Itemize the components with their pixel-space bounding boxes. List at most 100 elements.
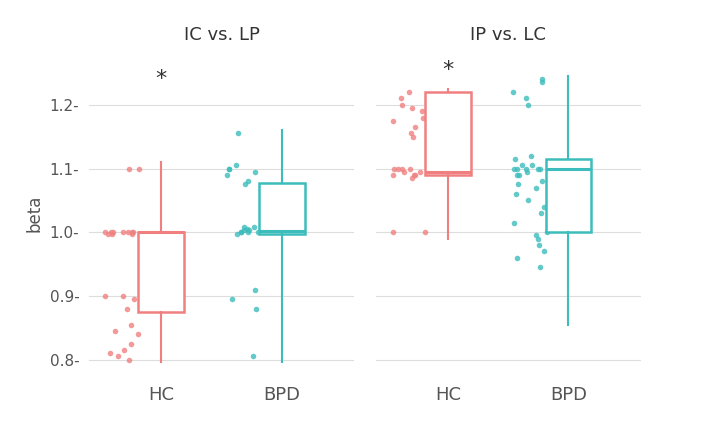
Point xyxy=(117,229,128,235)
Point xyxy=(242,229,253,235)
Point xyxy=(512,181,523,188)
Title: IP vs. LC: IP vs. LC xyxy=(470,25,546,43)
Point xyxy=(121,305,132,312)
Point xyxy=(387,117,399,124)
Point xyxy=(125,341,136,347)
Bar xyxy=(138,232,184,312)
Point xyxy=(538,203,550,210)
Point xyxy=(419,229,431,235)
Point xyxy=(132,331,144,338)
Point xyxy=(417,108,428,114)
Point xyxy=(409,124,421,130)
Point xyxy=(231,231,243,238)
Point xyxy=(249,286,261,293)
Point xyxy=(103,231,114,238)
Point xyxy=(107,229,118,235)
Point xyxy=(396,165,407,172)
Point xyxy=(517,162,528,169)
Point xyxy=(525,152,537,159)
Point xyxy=(511,171,523,178)
Point xyxy=(522,197,533,204)
Point xyxy=(521,168,533,175)
Point xyxy=(507,89,518,95)
Point xyxy=(249,168,261,175)
Point xyxy=(407,133,419,140)
Point xyxy=(99,292,110,299)
Text: *: * xyxy=(442,60,454,80)
Point xyxy=(127,229,138,235)
Point xyxy=(520,165,532,172)
Point xyxy=(399,168,410,175)
Point xyxy=(536,178,548,185)
Point xyxy=(224,165,235,172)
Point xyxy=(133,165,145,172)
Bar xyxy=(259,183,305,234)
Point xyxy=(238,227,249,234)
Point xyxy=(106,231,117,238)
Point xyxy=(239,181,251,188)
Point xyxy=(104,350,115,357)
Y-axis label: beta: beta xyxy=(26,195,44,232)
Point xyxy=(124,165,135,172)
Point xyxy=(126,229,137,235)
Point xyxy=(530,232,541,239)
Point xyxy=(508,219,520,226)
Point xyxy=(532,235,543,242)
Point xyxy=(125,321,137,328)
Point xyxy=(396,95,407,102)
Point xyxy=(511,191,522,197)
Point xyxy=(241,226,253,233)
Point xyxy=(226,296,238,303)
Point xyxy=(409,171,420,178)
Point xyxy=(535,210,546,216)
Point xyxy=(509,156,520,162)
Point xyxy=(417,114,429,121)
Point xyxy=(248,224,260,230)
Title: IC vs. LP: IC vs. LP xyxy=(184,25,260,43)
Point xyxy=(243,227,254,234)
Point xyxy=(414,168,425,175)
Point xyxy=(511,165,523,172)
Point xyxy=(123,356,135,363)
Point xyxy=(231,162,242,169)
Point xyxy=(119,347,130,354)
Point xyxy=(530,184,542,191)
Point xyxy=(535,165,546,172)
Point xyxy=(122,229,133,235)
Point xyxy=(253,229,264,235)
Point xyxy=(407,175,418,181)
Point xyxy=(511,254,523,261)
Point xyxy=(538,248,550,255)
Bar xyxy=(425,92,471,175)
Point xyxy=(409,171,421,178)
Point xyxy=(520,95,532,102)
Point xyxy=(221,171,233,178)
Point xyxy=(541,229,553,235)
Point xyxy=(536,79,548,86)
Point xyxy=(110,327,121,334)
Point xyxy=(388,165,399,172)
Point xyxy=(533,241,545,248)
Point xyxy=(536,76,548,83)
Point xyxy=(387,171,398,178)
Point xyxy=(112,353,124,360)
Point xyxy=(405,130,417,137)
Point xyxy=(392,165,404,172)
Point xyxy=(242,178,253,185)
Point xyxy=(251,305,262,312)
Point xyxy=(397,101,408,108)
Text: *: * xyxy=(156,69,167,89)
Point xyxy=(239,224,250,230)
Point xyxy=(247,353,258,360)
Point xyxy=(105,229,117,235)
Point xyxy=(100,229,111,235)
Point xyxy=(527,162,538,169)
Point xyxy=(232,130,244,137)
Point xyxy=(404,165,416,172)
Point xyxy=(403,89,414,95)
Point xyxy=(127,231,138,238)
Point xyxy=(236,229,247,235)
Point xyxy=(534,264,545,271)
Point xyxy=(513,171,525,178)
Point xyxy=(128,296,140,303)
